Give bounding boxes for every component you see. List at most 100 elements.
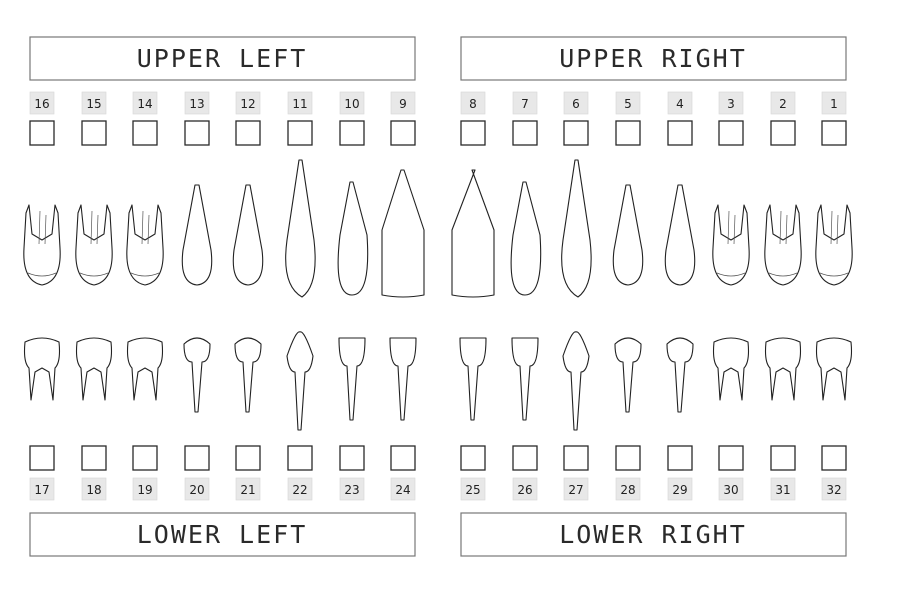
tooth-checkbox[interactable] [390, 120, 416, 146]
tooth-slot: 27 [562, 331, 590, 501]
tooth-number-badge [390, 477, 416, 501]
tooth-checkbox[interactable] [81, 445, 107, 471]
tooth-checkbox[interactable] [563, 120, 589, 146]
tooth-number-badge [770, 477, 796, 501]
tooth-number: 28 [620, 483, 635, 497]
tooth-slot: 31 [764, 337, 802, 501]
premolar-tooth-icon [181, 184, 213, 286]
tooth-slot: 10 [337, 91, 369, 296]
incisor-tooth-icon [459, 337, 487, 421]
upper-teeth-row: 16 15 14 13 12 11 10 9 8 7 6 5 4 3 2 1 [23, 91, 853, 298]
tooth-number: 22 [292, 483, 307, 497]
tooth-number: 32 [826, 483, 841, 497]
premolar-tooth-icon [666, 337, 694, 413]
tooth-number-badge [132, 477, 158, 501]
tooth-slot: 13 [181, 91, 213, 286]
central-tooth-icon [381, 169, 425, 298]
tooth-number: 14 [137, 97, 152, 111]
tooth-number: 4 [676, 97, 684, 111]
tooth-checkbox[interactable] [512, 120, 538, 146]
tooth-checkbox[interactable] [460, 120, 486, 146]
tooth-slot: 9 [381, 91, 425, 298]
tooth-checkbox[interactable] [770, 120, 796, 146]
premolar-tooth-icon [234, 337, 262, 413]
tooth-number-badge [235, 91, 261, 115]
tooth-number: 26 [517, 483, 532, 497]
tooth-number: 13 [189, 97, 204, 111]
tooth-checkbox[interactable] [339, 445, 365, 471]
tooth-checkbox[interactable] [512, 445, 538, 471]
incisor-tooth-icon [389, 337, 417, 421]
premolar-tooth-icon [612, 184, 644, 286]
molar-tooth-icon [75, 204, 113, 286]
molar-tooth-icon [126, 204, 164, 286]
tooth-checkbox[interactable] [615, 120, 641, 146]
lower-right-label: LOWER RIGHT [559, 520, 747, 549]
tooth-checkbox[interactable] [132, 120, 158, 146]
molar-tooth-icon [126, 337, 164, 401]
tooth-number-badge [718, 477, 744, 501]
tooth-checkbox[interactable] [770, 445, 796, 471]
tooth-checkbox[interactable] [390, 445, 416, 471]
tooth-checkbox[interactable] [718, 445, 744, 471]
tooth-slot: 12 [232, 91, 264, 286]
upper-left-label: UPPER LEFT [137, 44, 308, 73]
tooth-number-badge [339, 477, 365, 501]
tooth-checkbox[interactable] [132, 445, 158, 471]
tooth-number-badge [512, 91, 538, 115]
tooth-number: 16 [34, 97, 49, 111]
tooth-checkbox[interactable] [460, 445, 486, 471]
tooth-slot: 18 [75, 337, 113, 501]
tooth-number: 5 [624, 97, 632, 111]
tooth-checkbox[interactable] [81, 120, 107, 146]
tooth-number: 25 [465, 483, 480, 497]
lower-left-title: LOWER LEFT [29, 512, 416, 557]
tooth-number-badge [460, 477, 486, 501]
tooth-number-badge [615, 477, 641, 501]
tooth-number-badge [563, 477, 589, 501]
premolar-tooth-icon [664, 184, 696, 286]
tooth-number-badge [339, 91, 365, 115]
tooth-checkbox[interactable] [184, 120, 210, 146]
tooth-slot: 26 [511, 337, 539, 501]
tooth-number-badge [770, 91, 796, 115]
tooth-number-badge [390, 91, 416, 115]
tooth-number: 15 [86, 97, 101, 111]
tooth-checkbox[interactable] [235, 445, 261, 471]
canine-tooth-icon [285, 159, 316, 298]
tooth-slot: 28 [614, 337, 642, 501]
tooth-checkbox[interactable] [339, 120, 365, 146]
tooth-number: 29 [672, 483, 687, 497]
tooth-slot: 32 [815, 337, 853, 501]
tooth-number: 21 [240, 483, 255, 497]
tooth-checkbox[interactable] [667, 120, 693, 146]
tooth-number-badge [29, 91, 55, 115]
tooth-number: 27 [568, 483, 583, 497]
tooth-checkbox[interactable] [667, 445, 693, 471]
tooth-slot: 14 [126, 91, 164, 286]
tooth-slot: 4 [664, 91, 696, 286]
lower-right-title: LOWER RIGHT [460, 512, 847, 557]
tooth-number-badge [81, 477, 107, 501]
tooth-slot: 7 [510, 91, 542, 296]
tooth-checkbox[interactable] [184, 445, 210, 471]
upper-right-label: UPPER RIGHT [559, 44, 747, 73]
tooth-checkbox[interactable] [718, 120, 744, 146]
tooth-checkbox[interactable] [287, 120, 313, 146]
canine-tooth-icon [562, 331, 590, 431]
tooth-checkbox[interactable] [615, 445, 641, 471]
tooth-checkbox[interactable] [287, 445, 313, 471]
molar-tooth-icon [75, 337, 113, 401]
tooth-checkbox[interactable] [821, 445, 847, 471]
tooth-slot: 30 [712, 337, 750, 501]
tooth-checkbox[interactable] [235, 120, 261, 146]
tooth-slot: 22 [286, 331, 314, 501]
molar-tooth-icon [712, 337, 750, 401]
molar-tooth-icon [815, 337, 853, 401]
tooth-checkbox[interactable] [29, 120, 55, 146]
tooth-checkbox[interactable] [29, 445, 55, 471]
tooth-slot: 15 [75, 91, 113, 286]
premolar-tooth-icon [614, 337, 642, 413]
tooth-checkbox[interactable] [821, 120, 847, 146]
tooth-checkbox[interactable] [563, 445, 589, 471]
